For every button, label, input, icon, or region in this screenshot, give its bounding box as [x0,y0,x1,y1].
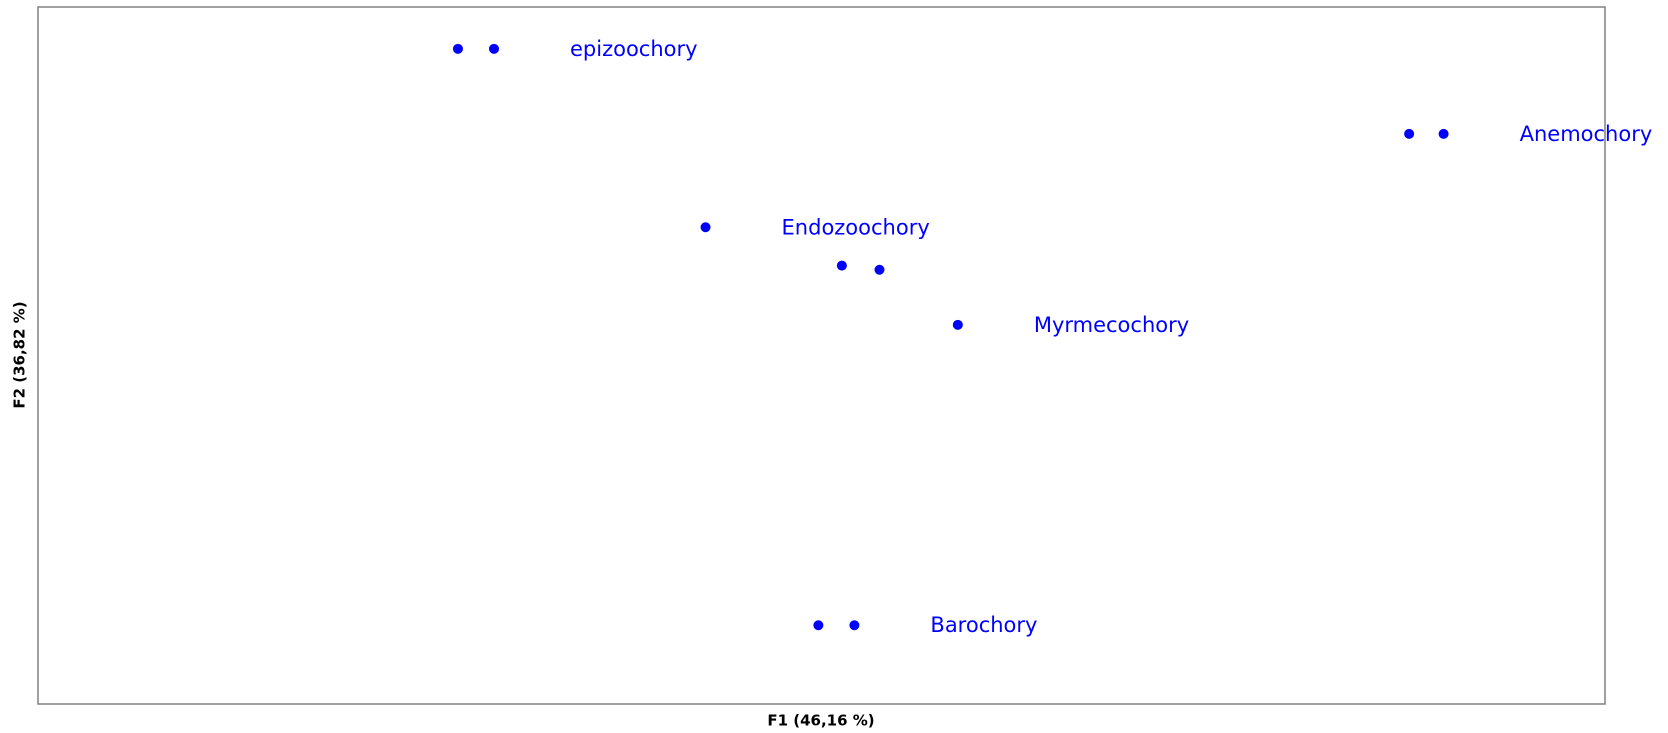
point [874,264,885,275]
y-axis-label: F2 (36,82 %) [11,301,29,408]
point [952,319,963,330]
x-axis-label: F1 (46,16 %) [767,712,874,730]
point [452,43,463,54]
point [1438,128,1449,139]
point-label: Anemochory [1520,122,1653,146]
point-label: Barochory [930,613,1037,637]
point [813,620,824,631]
plot-frame [37,6,1606,705]
point [1404,128,1415,139]
point [488,43,499,54]
point [700,222,711,233]
point-label: Endozoochory [782,215,930,239]
point-label: epizoochory [570,37,698,61]
point [849,620,860,631]
point-label: Myrmecochory [1034,313,1189,337]
point [836,260,847,271]
